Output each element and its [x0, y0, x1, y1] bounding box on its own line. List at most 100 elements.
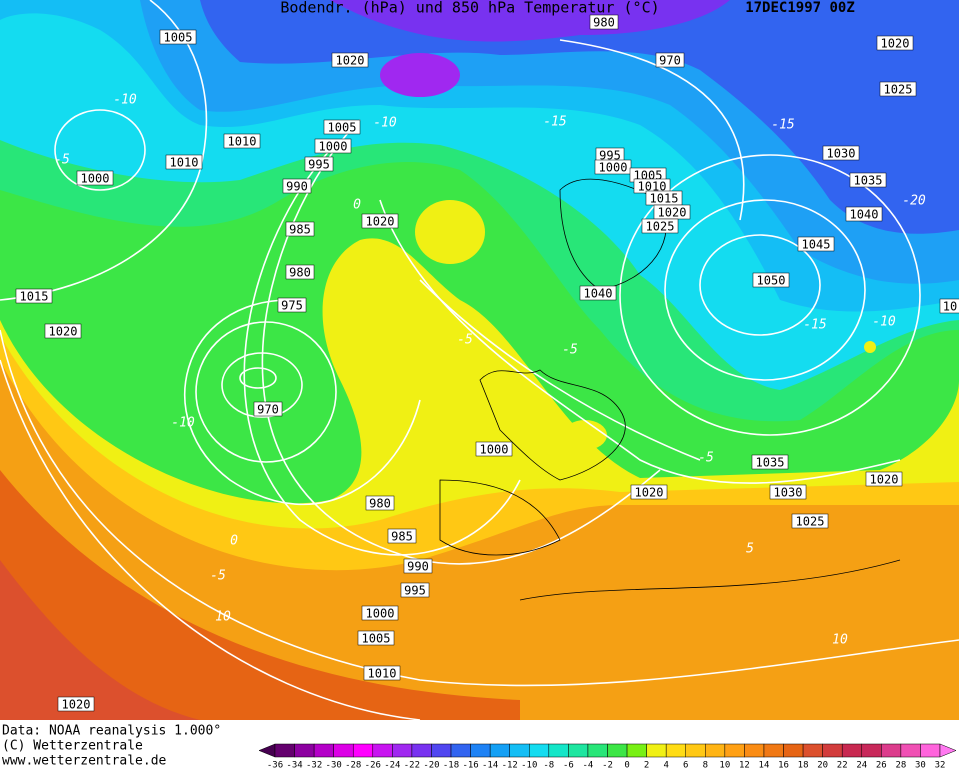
isobar-label: 1010 [170, 156, 199, 170]
isobar-label: 990 [407, 560, 429, 574]
colorbar-segment [529, 743, 550, 758]
isobar-label-box [357, 630, 395, 646]
isobar-label-box [752, 272, 790, 288]
isobar-label-box [44, 323, 82, 339]
isobar-label-box [57, 696, 95, 712]
isobar-label-box [594, 159, 632, 175]
isobar-label: 995 [599, 149, 621, 163]
isobar-label-box [879, 81, 917, 97]
isobar-label-box [400, 582, 430, 598]
colorbar-tick-label: -20 [423, 761, 439, 770]
isobar-label: 985 [391, 530, 413, 544]
labels: 1005102098097010201025101010101005100099… [2, 14, 959, 769]
isobar-label: 1040 [584, 287, 613, 301]
colorbar-tick-label: -6 [563, 761, 574, 770]
colorbar-segment [392, 743, 413, 758]
colorbar-segment [724, 743, 745, 758]
colorbar-segment [783, 743, 804, 758]
isobar-label: 1000 [319, 140, 348, 154]
temperature-label: 0 [230, 534, 238, 549]
temperature-label: -15 [771, 118, 795, 133]
colorbar-segment [450, 743, 471, 758]
colorbar-segment [646, 743, 667, 758]
isobar-label-box [845, 206, 883, 222]
colorbar-segment [548, 743, 569, 758]
isobar-label-box [865, 471, 903, 487]
temperature-label: 0 [353, 198, 361, 213]
colorbar-segment [489, 743, 510, 758]
temperature-label: -5 [562, 343, 578, 358]
isobar-label-box [323, 119, 361, 135]
colorbar-segment [841, 743, 863, 758]
isobar-label-box [314, 138, 352, 154]
colorbar-segment [920, 743, 941, 758]
isobar-label: 1015 [650, 192, 679, 206]
map-title: Bodendr. (hPa) und 850 hPa Temperatur (°… [280, 0, 659, 17]
colorbar-tick-label: 0 [624, 761, 629, 770]
isobar-label: 1000 [480, 443, 509, 457]
colorbar-tick-label: 24 [856, 761, 867, 770]
isobars [0, 0, 959, 687]
isobar-label-box [285, 264, 315, 280]
isobar-label-box [159, 29, 197, 45]
isobar-label-box [630, 484, 668, 500]
colorbar-tick-label: 32 [935, 761, 946, 770]
colorbar-tick-label: -2 [602, 761, 613, 770]
colorbar-segment [509, 743, 530, 758]
colorbar-tick-label: 12 [739, 761, 750, 770]
isobar-label: 1000 [366, 607, 395, 621]
colorbar-tick-label: -8 [543, 761, 554, 770]
colorbar-segment [313, 743, 334, 758]
footer-line: (C) Wetterzentrale [2, 739, 143, 754]
coastlines [439, 178, 901, 601]
colorbar-segment [470, 743, 491, 758]
colorbar-segment [587, 743, 608, 758]
colorbar-segment [626, 743, 647, 758]
temperature-label: -15 [803, 318, 827, 333]
colorbar-tick-label: 4 [663, 761, 668, 770]
temperature-label: -5 [698, 451, 714, 466]
isobar-label: 980 [289, 266, 311, 280]
temperature-label: 10 [215, 610, 231, 625]
colorbar-segment [294, 743, 315, 758]
isobar-label-box [15, 288, 53, 304]
isobar-label: 970 [257, 403, 279, 417]
isobar-label-box [791, 513, 829, 529]
colorbar-segment [822, 743, 843, 758]
isobar-label: 1025 [796, 515, 825, 529]
isobar-label-box [165, 154, 203, 170]
isobar-label-box [939, 298, 959, 314]
isobar-label: 1020 [635, 486, 664, 500]
isobar-label-box [387, 528, 417, 544]
isobar-label: 990 [286, 180, 308, 194]
colorbar-tick-label: 26 [876, 761, 887, 770]
isobar-label-box [655, 52, 685, 68]
colorbar-tick-label: -32 [306, 761, 322, 770]
isobar-label-box [304, 156, 334, 172]
isobar-label: 1010 [228, 135, 257, 149]
colorbar-segment [411, 743, 432, 758]
isobar-label-box [76, 170, 114, 186]
colorbar-tick-label: 18 [798, 761, 809, 770]
colorbar-tick-label: 20 [817, 761, 828, 770]
colorbar-arrow [939, 743, 957, 758]
colorbar-segment [881, 743, 902, 758]
isobar-label: 980 [369, 497, 391, 511]
isobar-label: 985 [289, 223, 311, 237]
isobar-label: 1025 [646, 220, 675, 234]
temperature-label: -5 [54, 153, 70, 168]
isobar-label: 1010 [368, 667, 397, 681]
colorbar-tick-label: 16 [778, 761, 789, 770]
isobar-label-box [589, 14, 619, 30]
isobar-label: 10 [943, 300, 957, 314]
colorbar-segment [685, 743, 706, 758]
isobar-label: 1020 [881, 37, 910, 51]
isobar-label-box [769, 484, 807, 500]
colorbar-segment [274, 743, 295, 758]
temperature-label: -15 [543, 115, 567, 130]
colorbar-tick-label: -14 [482, 761, 498, 770]
isobar-label: 1035 [756, 456, 785, 470]
colorbar-tick-label: 14 [759, 761, 770, 770]
isobar-label: 970 [659, 54, 681, 68]
isobar-label: 980 [593, 16, 615, 30]
